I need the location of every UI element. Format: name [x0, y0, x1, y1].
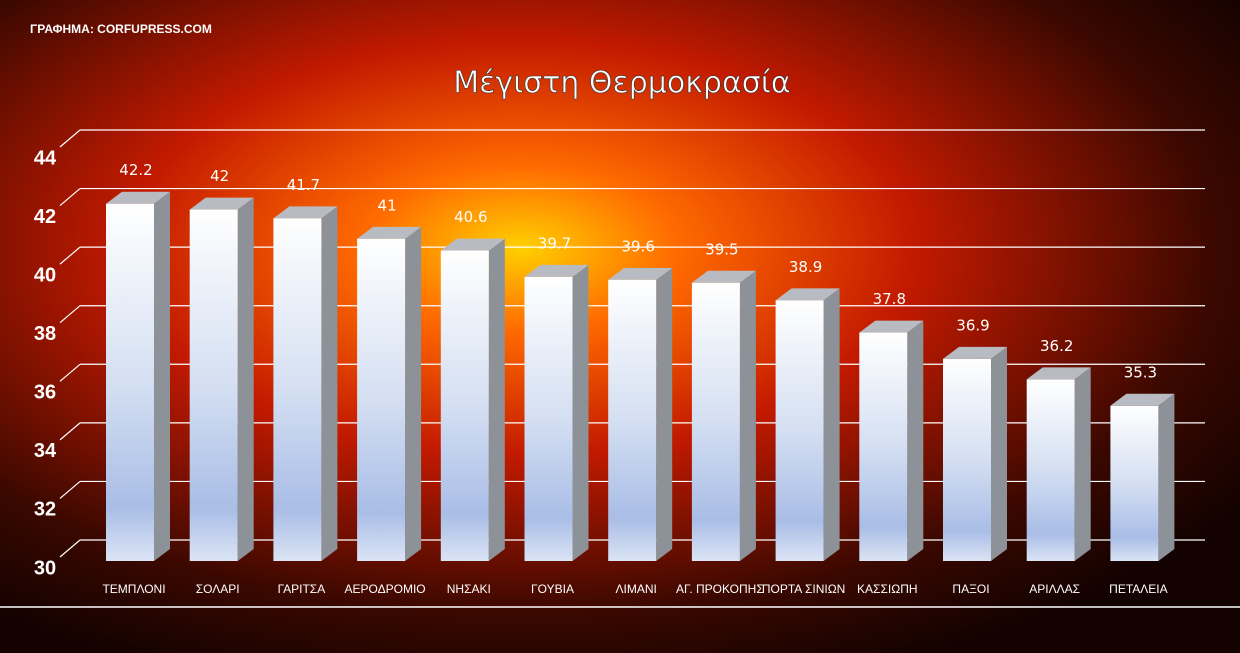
- bar-top: [608, 267, 673, 280]
- grid-edge: [59, 480, 81, 499]
- value-label: 42: [210, 167, 229, 185]
- bar: [943, 358, 991, 561]
- bar-top: [106, 191, 170, 204]
- bar-side: [656, 267, 673, 561]
- x-tick-label: ΚΑΣΣΙΩΠΗ: [857, 582, 917, 596]
- value-label: 40.6: [454, 208, 487, 226]
- bar-top: [1110, 393, 1175, 406]
- x-tick-label: ΑΕΡΟΔΡΟΜΙΟ: [345, 582, 426, 596]
- bar: [1026, 379, 1075, 561]
- grid-edge: [59, 539, 81, 558]
- value-label: 39.6: [621, 237, 654, 255]
- value-label: 39.7: [538, 234, 571, 252]
- x-tick-label: ΠΕΤΑΛΕΙΑ: [1109, 582, 1167, 596]
- bar-side: [991, 346, 1007, 561]
- bar-top: [691, 270, 756, 283]
- y-tick-label: 30: [34, 557, 56, 579]
- x-tick-label: ΑΡΙΛΛΑΣ: [1029, 582, 1080, 596]
- grid-edge: [59, 188, 81, 207]
- bar-side: [237, 197, 254, 562]
- y-tick-label: 44: [34, 147, 57, 169]
- y-tick-label: 38: [34, 323, 56, 345]
- x-tick-label: ΠΑΞΟΙ: [952, 582, 989, 596]
- bar-top: [273, 206, 338, 219]
- grid-edge: [59, 129, 81, 148]
- value-label: 36.2: [1040, 337, 1073, 355]
- x-tick-label: ΓΟΥΒΙΑ: [531, 582, 574, 596]
- source: ΓΡΑΦΗΜΑ: CORFUPRESS.COM: [30, 22, 212, 36]
- value-label: 36.9: [956, 316, 989, 334]
- bar: [608, 279, 657, 561]
- value-label: 42.2: [119, 161, 152, 179]
- value-label: 41.7: [287, 176, 320, 194]
- chart-title: Μέγιστη Θερμοκρασία: [453, 66, 790, 101]
- y-tick-label: 34: [34, 440, 57, 462]
- bar-top: [524, 264, 589, 277]
- x-tick-label: ΤΕΜΠΛΟΝΙ: [102, 582, 165, 596]
- bar-side: [488, 238, 505, 562]
- bar-side: [1074, 367, 1091, 561]
- x-tick-label: ΠΟΡΤΑ ΣΙΝΙΩΝ: [762, 582, 846, 596]
- bar-side: [154, 191, 170, 561]
- bar-top: [189, 197, 254, 210]
- bar-side: [1158, 393, 1175, 561]
- value-label: 39.5: [705, 240, 738, 258]
- bar-side: [321, 206, 338, 561]
- bar: [691, 282, 740, 561]
- bar: [1110, 405, 1159, 561]
- bar-top: [943, 346, 1007, 359]
- bar: [440, 250, 489, 562]
- bar-side: [739, 270, 756, 561]
- value-label: 41: [378, 196, 397, 214]
- bar: [189, 209, 238, 562]
- value-label: 37.8: [873, 290, 906, 308]
- y-tick-label: 32: [34, 499, 56, 521]
- bar-top: [357, 226, 422, 239]
- bar-side: [572, 264, 589, 561]
- grid-edge: [59, 422, 81, 441]
- x-tick-label: ΑΓ. ΠΡΟΚΟΠΗΣ: [676, 582, 764, 596]
- bar: [273, 218, 322, 561]
- bar-side: [823, 288, 840, 561]
- x-tick-label: ΝΗΣΑΚΙ: [447, 582, 491, 596]
- value-label: 35.3: [1124, 363, 1157, 381]
- grid-edge: [59, 246, 81, 265]
- grid-edge: [59, 363, 81, 382]
- x-tick-label: ΛΙΜΑΝΙ: [616, 582, 657, 596]
- bar: [859, 332, 908, 561]
- grid-edge: [59, 305, 81, 324]
- value-label: 38.9: [789, 258, 822, 276]
- y-tick-label: 42: [34, 206, 56, 228]
- bar: [524, 276, 573, 561]
- bar-side: [907, 320, 924, 561]
- bar-top: [859, 320, 924, 333]
- x-tick-label: ΓΑΡΙΤΣΑ: [278, 582, 326, 596]
- bar-side: [405, 226, 422, 561]
- bar: [775, 300, 824, 561]
- bar: [106, 203, 154, 561]
- y-tick-label: 40: [34, 264, 56, 286]
- bar-top: [775, 288, 840, 301]
- y-tick-label: 36: [34, 382, 56, 404]
- bar: [357, 238, 406, 561]
- x-tick-label: ΣΟΛΑΡΙ: [196, 582, 240, 596]
- bar-top: [440, 238, 505, 251]
- bar-top: [1026, 367, 1091, 380]
